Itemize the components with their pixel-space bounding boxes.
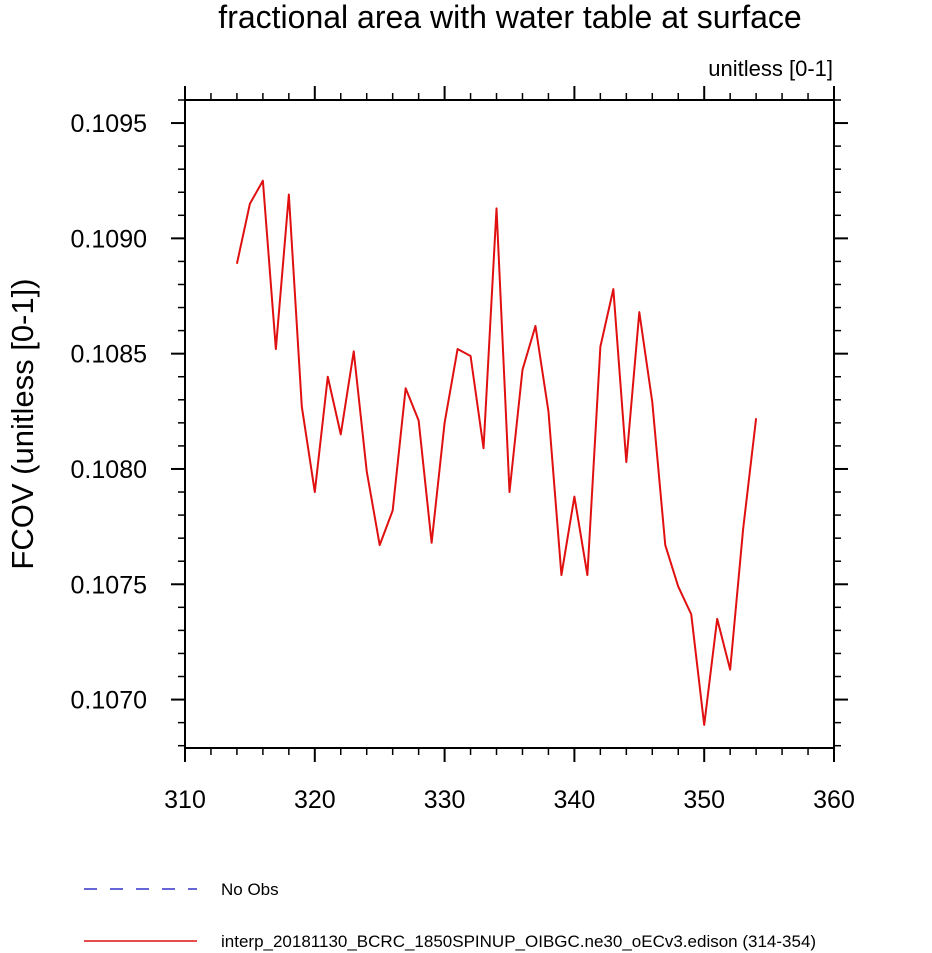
x-tick-label: 340 bbox=[554, 786, 596, 814]
series-line bbox=[235, 179, 758, 726]
plot-frame bbox=[184, 99, 835, 749]
x-tick-label: 310 bbox=[164, 786, 206, 814]
series-lines bbox=[235, 179, 758, 726]
y-tick-label: 0.1090 bbox=[71, 225, 147, 253]
legend-label: interp_20181130_BCRC_1850SPINUP_OIBGC.ne… bbox=[221, 932, 816, 951]
x-tick-label: 350 bbox=[683, 786, 725, 814]
y-tick-labels: 0.1070 0.1075 0.1080 0.1085 0.1090 0.1095 bbox=[71, 110, 147, 715]
y-tick-label: 0.1070 bbox=[71, 687, 147, 715]
y-tick-label: 0.1085 bbox=[71, 341, 147, 369]
y-tick-label: 0.1075 bbox=[71, 571, 147, 599]
x-tick-label: 360 bbox=[813, 786, 855, 814]
chart-title: fractional area with water table at surf… bbox=[218, 0, 801, 35]
legend: No Obs interp_20181130_BCRC_1850SPINUP_OI… bbox=[84, 880, 816, 951]
units-label: unitless [0-1] bbox=[708, 56, 833, 81]
x-tick-label: 320 bbox=[294, 786, 336, 814]
minor-ticks bbox=[178, 93, 841, 755]
legend-label: No Obs bbox=[221, 880, 279, 899]
major-ticks bbox=[171, 86, 848, 762]
y-tick-label: 0.1095 bbox=[71, 110, 147, 138]
y-axis-label: FCOV (unitless [0-1]) bbox=[5, 278, 40, 569]
x-tick-label: 330 bbox=[424, 786, 466, 814]
x-tick-labels: 310 320 330 340 350 360 bbox=[164, 786, 855, 814]
y-tick-label: 0.1080 bbox=[71, 456, 147, 484]
